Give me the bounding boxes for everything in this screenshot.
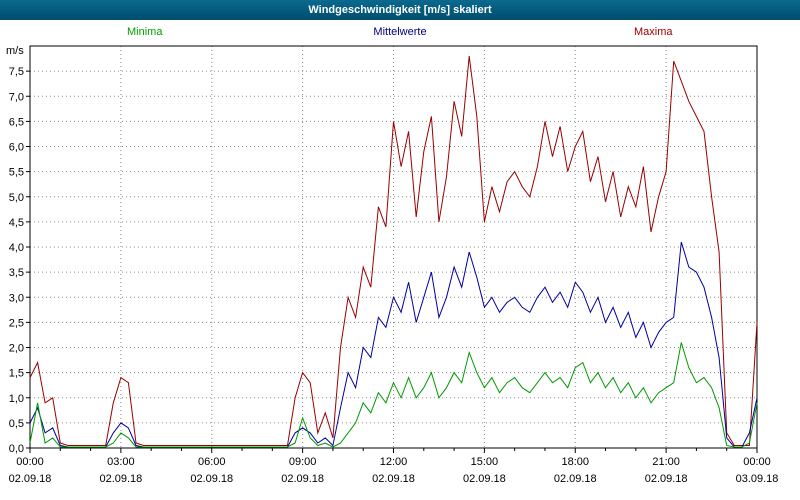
y-tick-label: 1,0	[9, 393, 24, 405]
x-tick-date-label: 02.09.18	[281, 473, 324, 485]
chart-legend: Minima Mittelwerte Maxima	[0, 20, 800, 44]
x-tick-date-label: 02.09.18	[372, 473, 415, 485]
y-tick-label: 7,0	[9, 91, 24, 103]
series-line-mittelwerte	[29, 241, 758, 448]
legend-maxima-label: Maxima	[634, 26, 673, 38]
x-tick-date-label: 02.09.18	[9, 473, 52, 485]
series-line-maxima	[29, 56, 758, 446]
x-tick-date-label: 02.09.18	[190, 473, 233, 485]
x-tick-time-label: 00:00	[743, 456, 771, 468]
x-tick-time-label: 18:00	[561, 456, 589, 468]
x-tick-time-label: 15:00	[471, 456, 499, 468]
chart-title: Windgeschwindigkeit [m/s] skaliert	[308, 4, 492, 16]
x-tick-time-label: 09:00	[289, 456, 317, 468]
x-tick-time-label: 12:00	[380, 456, 408, 468]
y-tick-label: 2,5	[9, 317, 24, 329]
y-tick-label: 6,5	[9, 116, 24, 128]
x-tick-date-label: 03.09.18	[736, 473, 779, 485]
x-tick-time-label: 06:00	[198, 456, 226, 468]
x-tick-date-label: 02.09.18	[99, 473, 142, 485]
x-tick-time-label: 00:00	[16, 456, 44, 468]
legend-mittelwerte-label: Mittelwerte	[373, 26, 427, 38]
y-axis-unit-label: m/s	[6, 45, 24, 57]
x-tick-date-label: 02.09.18	[554, 473, 597, 485]
y-tick-label: 4,5	[9, 217, 24, 229]
y-tick-label: 4,0	[9, 242, 24, 254]
y-tick-label: 5,5	[9, 167, 24, 179]
x-tick-time-label: 03:00	[107, 456, 135, 468]
y-tick-label: 2,0	[9, 343, 24, 355]
y-tick-label: 0,5	[9, 418, 24, 430]
wind-speed-chart: 7,5 7,0 6,5 6,0 5,5 5,0 4,5 4,0 3,5 3,0 2,5 2,0 1,5 1…	[6, 45, 779, 485]
y-tick-label: 0,0	[9, 443, 24, 455]
y-tick-label: 5,0	[9, 192, 24, 204]
legend-minima-label: Minima	[127, 26, 163, 38]
x-tick-date-label: 02.09.18	[463, 473, 506, 485]
y-tick-label: 3,5	[9, 267, 24, 279]
window-titlebar: Windgeschwindigkeit [m/s] skaliert	[0, 0, 800, 20]
y-tick-label: 6,0	[9, 142, 24, 154]
y-tick-label: 1,5	[9, 368, 24, 380]
x-tick-time-label: 21:00	[652, 456, 680, 468]
y-tick-label: 3,0	[9, 292, 24, 304]
x-tick-date-label: 02.09.18	[645, 473, 688, 485]
series-line-minima	[29, 342, 758, 448]
y-tick-label: 7,5	[9, 66, 24, 78]
